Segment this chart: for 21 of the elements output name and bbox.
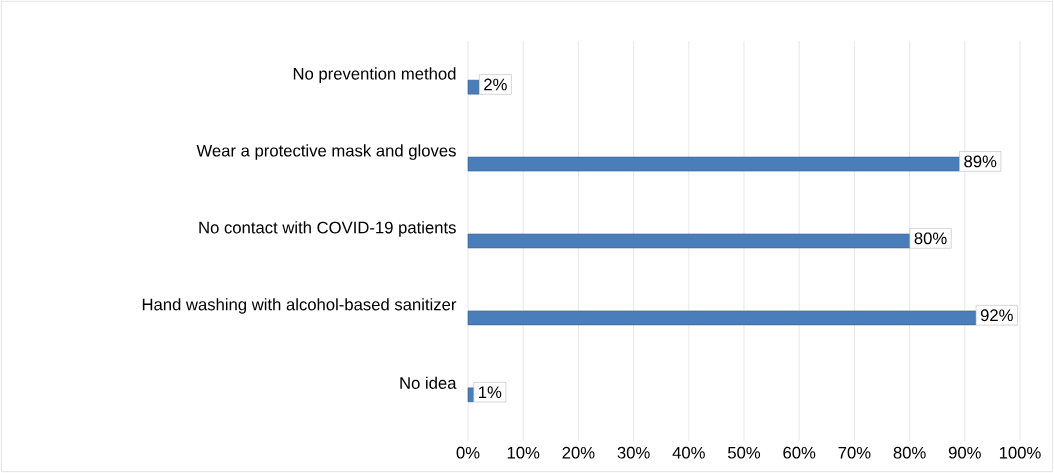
x-tick-label: 40% (672, 446, 705, 459)
data-label: 92% (980, 309, 1013, 322)
x-tick-label: 70% (838, 446, 871, 459)
x-tick-label: 80% (893, 446, 926, 459)
x-tick-label: 100% (999, 446, 1041, 459)
x-tick-label: 90% (948, 446, 981, 459)
y-tick-label: No idea (400, 376, 457, 389)
data-label: 89% (964, 155, 997, 168)
x-tick-label: 20% (562, 446, 595, 459)
y-tick-label: Wear a protective mask and gloves (196, 144, 456, 160)
y-tick-label: No prevention method (293, 67, 456, 83)
data-label: 2% (484, 78, 507, 91)
x-tick-label: 10% (507, 446, 540, 459)
y-tick-label: No contact with COVID-19 patients (199, 221, 456, 237)
data-label: 80% (914, 232, 947, 245)
x-tick-label: 30% (617, 446, 650, 459)
data-label: 1% (479, 386, 502, 399)
x-tick-label: 50% (727, 446, 761, 459)
x-tick-label: 60% (783, 446, 816, 459)
x-tick-label: 0% (456, 446, 480, 459)
y-tick-label: Hand washing with alcohol-based sanitizer (142, 298, 457, 314)
